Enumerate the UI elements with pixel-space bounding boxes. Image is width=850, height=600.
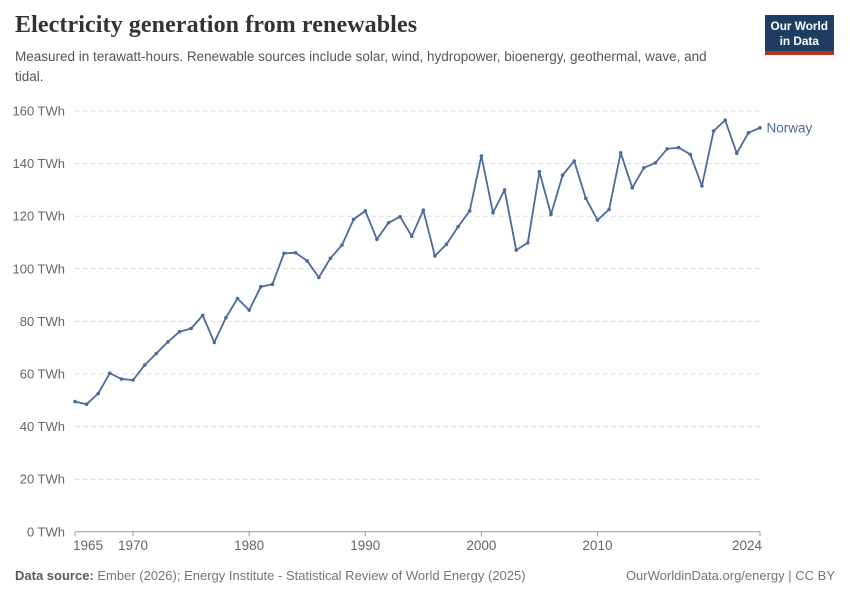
- data-point-2018: [688, 152, 693, 157]
- data-point-1965: [73, 399, 77, 404]
- y-tick-label-80: 80 TWh: [20, 314, 65, 329]
- chart-footer: Data source: Ember (2026); Energy Instit…: [15, 568, 835, 583]
- data-point-1969: [119, 377, 124, 381]
- data-point-1975: [189, 326, 193, 331]
- y-gridlines: [75, 110, 760, 480]
- chart-title: Electricity generation from renewables: [15, 12, 418, 38]
- data-point-1984: [293, 251, 298, 255]
- data-point-2000: [479, 154, 484, 158]
- owid-logo-line2: in Data: [779, 33, 819, 48]
- data-point-1992: [386, 221, 391, 225]
- data-point-2019: [700, 184, 704, 188]
- x-axis-labels: 1965 1970 1980 1990 2000 2010 2024: [73, 538, 762, 553]
- data-point-2001: [491, 211, 495, 215]
- x-axis: [74, 531, 761, 537]
- data-point-1993: [398, 214, 402, 219]
- data-point-1994: [409, 234, 414, 238]
- data-point-2003: [514, 248, 518, 252]
- data-point-2005: [537, 170, 542, 174]
- data-point-2010: [595, 218, 600, 222]
- data-point-1983: [282, 251, 286, 256]
- data-point-2002: [502, 188, 507, 192]
- data-point-1977: [212, 340, 217, 345]
- data-point-1986: [317, 275, 321, 280]
- y-tick-label-60: 60 TWh: [20, 367, 65, 382]
- chart-subtitle: Measured in terawatt-hours. Renewable so…: [15, 49, 707, 85]
- data-point-2023: [746, 131, 751, 135]
- series-label-norway: Norway: [767, 120, 813, 135]
- data-point-2004: [526, 241, 530, 245]
- data-point-2021: [723, 118, 727, 122]
- x-tick-label-2000: 2000: [466, 538, 496, 553]
- data-point-2009: [584, 196, 588, 201]
- data-point-2024: [758, 126, 762, 130]
- x-tick-label-2010: 2010: [582, 538, 612, 553]
- data-point-1976: [200, 313, 205, 318]
- data-point-1966: [84, 402, 89, 407]
- data-point-2007: [560, 173, 565, 177]
- data-point-1987: [328, 256, 333, 261]
- data-point-1989: [351, 217, 356, 222]
- data-point-1988: [340, 243, 344, 247]
- data-point-1970: [131, 378, 135, 382]
- data-point-2015: [653, 161, 658, 165]
- y-axis-labels: 0 TWh 20 TWh 40 TWh 60 TWh 80 TWh 100 TWh 120 …: [12, 104, 65, 540]
- data-point-2016: [665, 147, 669, 151]
- data-point-1974: [177, 329, 182, 334]
- data-point-2008: [572, 159, 576, 163]
- data-point-1995: [421, 208, 426, 212]
- x-tick-label-1970: 1970: [118, 538, 148, 553]
- data-point-1996: [433, 254, 437, 258]
- owid-logo-line1: Our World: [770, 19, 828, 33]
- data-point-2020: [711, 129, 716, 133]
- y-tick-label-0: 0 TWh: [27, 524, 65, 539]
- y-tick-label-40: 40 TWh: [20, 419, 65, 434]
- series-norway[interactable]: Norway: [73, 118, 813, 407]
- data-source-label: Data source:: [15, 568, 94, 583]
- data-point-2013: [630, 186, 635, 190]
- data-point-1997: [444, 242, 449, 247]
- y-tick-label-100: 100 TWh: [12, 261, 65, 276]
- data-point-2014: [642, 166, 646, 170]
- data-point-1979: [235, 296, 240, 301]
- data-point-1985: [305, 259, 310, 263]
- data-point-1982: [270, 282, 275, 287]
- data-point-1991: [375, 237, 379, 242]
- y-tick-label-120: 120 TWh: [12, 209, 65, 224]
- data-point-1981: [259, 284, 263, 289]
- owid-credit-link[interactable]: OurWorldinData.org/energy | CC BY: [625, 568, 835, 583]
- x-tick-label-1980: 1980: [234, 538, 264, 553]
- data-point-1967: [96, 391, 100, 396]
- data-point-1998: [456, 224, 460, 229]
- owid-logo[interactable]: Our World in Data: [764, 15, 834, 56]
- data-point-2011: [607, 207, 611, 212]
- data-source-text: Ember (2026); Energy Institute - Statist…: [93, 568, 526, 583]
- data-point-1999: [467, 209, 472, 213]
- data-point-2017: [676, 145, 681, 150]
- y-tick-label-20: 20 TWh: [20, 472, 65, 487]
- chart-header: Electricity generation from renewables M…: [15, 12, 755, 88]
- x-tick-label-2024: 2024: [732, 538, 763, 553]
- data-point-1968: [108, 371, 112, 376]
- y-tick-label-140: 140 TWh: [12, 156, 65, 171]
- data-point-1972: [154, 351, 159, 356]
- x-tick-label-1990: 1990: [350, 538, 380, 553]
- data-point-2022: [735, 151, 739, 156]
- data-point-2012: [618, 151, 623, 155]
- data-source-note: Data source: Ember (2026); Energy Instit…: [15, 568, 526, 583]
- data-point-1980: [247, 308, 251, 312]
- series-line-norway: [74, 119, 761, 406]
- data-point-1973: [166, 340, 170, 344]
- data-point-2006: [549, 212, 553, 217]
- data-point-1971: [142, 363, 147, 367]
- data-point-1978: [224, 315, 228, 320]
- data-point-1990: [363, 209, 368, 213]
- x-tick-label-1965: 1965: [73, 538, 103, 553]
- y-tick-label-160: 160 TWh: [12, 104, 65, 119]
